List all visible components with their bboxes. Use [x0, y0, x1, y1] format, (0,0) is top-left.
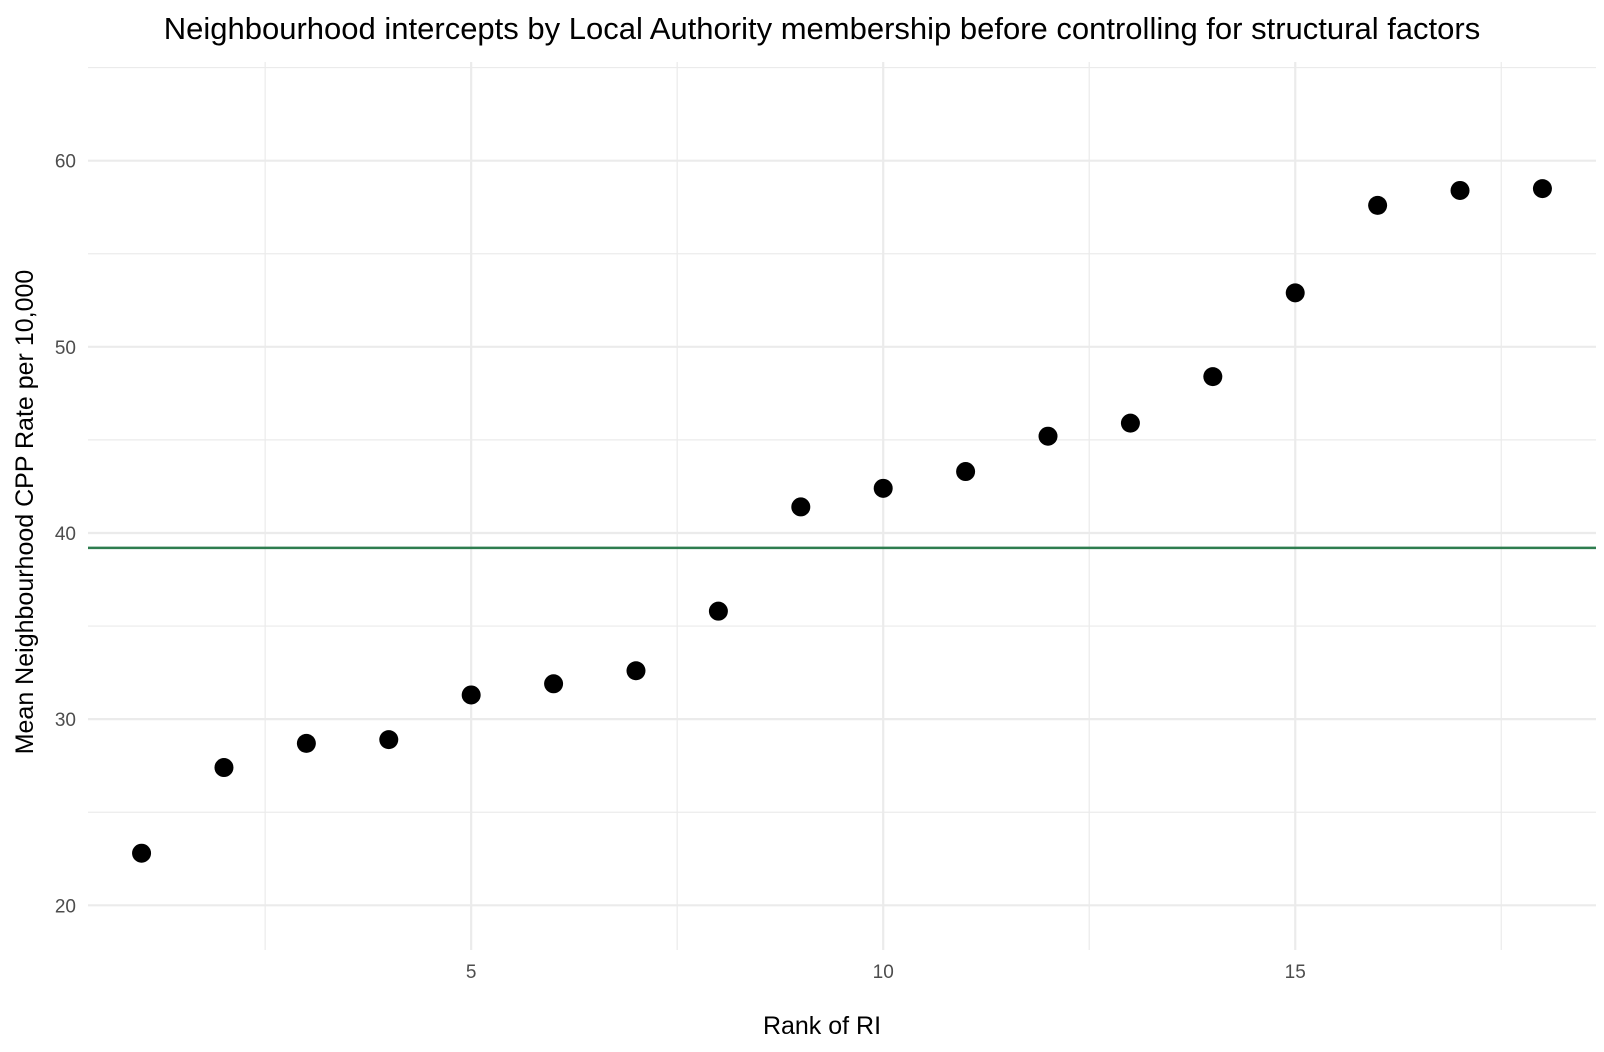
data-point-rank-2 — [214, 758, 234, 778]
data-point-rank-10 — [873, 478, 893, 498]
x-axis-title: Rank of RI — [763, 1012, 881, 1040]
chart-title: Neighbourhood intercepts by Local Author… — [164, 11, 1480, 46]
data-point-rank-3 — [296, 733, 316, 753]
x-tick-label: 10 — [873, 962, 894, 983]
data-point-rank-1 — [132, 843, 152, 863]
data-point-rank-4 — [379, 730, 399, 750]
data-point-rank-8 — [708, 601, 728, 621]
y-axis-title: Mean Neighbourhood CPP Rate per 10,000 — [11, 270, 39, 755]
x-tick-label: 15 — [1285, 962, 1306, 983]
data-point-rank-16 — [1368, 195, 1388, 215]
y-tick-label: 20 — [55, 896, 76, 917]
data-point-rank-9 — [791, 497, 811, 517]
data-point-rank-11 — [956, 462, 976, 482]
tick-labels-layer: 20 30 40 50 60 5 10 15 — [55, 152, 1306, 983]
data-point-rank-12 — [1038, 426, 1058, 446]
x-tick-label: 5 — [466, 962, 477, 983]
y-tick-label: 30 — [55, 710, 76, 731]
data-point-rank-6 — [544, 674, 564, 694]
data-point-rank-15 — [1285, 283, 1305, 303]
grid-layer — [88, 62, 1596, 950]
data-point-rank-18 — [1532, 179, 1552, 199]
data-point-rank-5 — [461, 685, 481, 705]
data-point-rank-7 — [626, 661, 646, 681]
y-tick-label: 40 — [55, 524, 76, 545]
y-tick-label: 60 — [55, 152, 76, 173]
data-point-rank-13 — [1120, 413, 1140, 433]
points-layer — [132, 179, 1552, 863]
data-point-rank-14 — [1203, 367, 1223, 387]
y-tick-label: 50 — [55, 338, 76, 359]
data-point-rank-17 — [1450, 180, 1470, 200]
